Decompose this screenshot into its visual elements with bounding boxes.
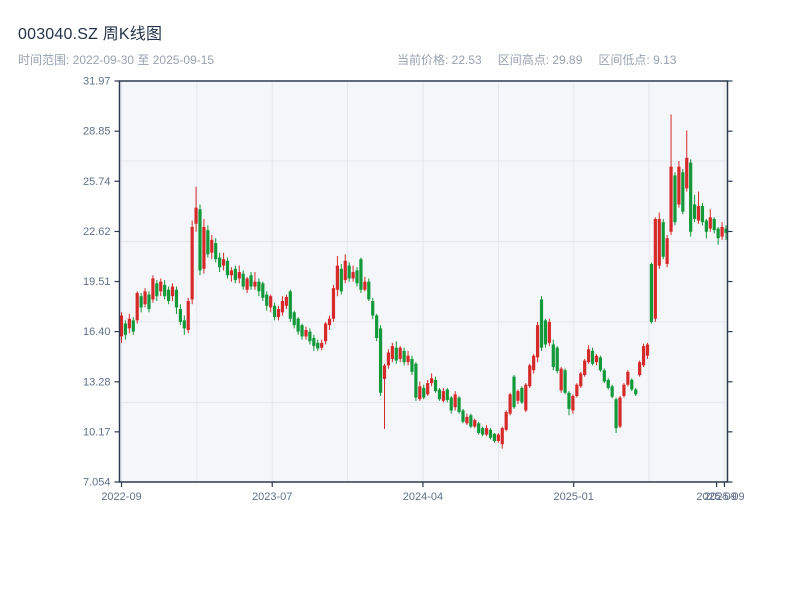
- svg-text:2025-09: 2025-09: [704, 491, 744, 503]
- svg-text:2023-07: 2023-07: [252, 491, 292, 503]
- svg-text:25.74: 25.74: [83, 176, 111, 188]
- svg-text:19.51: 19.51: [83, 276, 111, 288]
- price-stats: 当前价格: 22.53 区间高点: 29.89 区间低点: 9.13: [397, 51, 676, 68]
- svg-text:28.85: 28.85: [83, 126, 111, 138]
- page-title: 003040.SZ 周K线图: [18, 26, 163, 43]
- svg-text:22.62: 22.62: [83, 226, 111, 238]
- svg-text:2025-01: 2025-01: [554, 491, 594, 503]
- date-range: 时间范围: 2022-09-30 至 2025-09-15: [18, 53, 215, 67]
- svg-text:2025-09: 2025-09: [696, 491, 736, 503]
- svg-text:2024-04: 2024-04: [403, 491, 443, 503]
- svg-text:31.97: 31.97: [83, 76, 111, 88]
- svg-text:7.054: 7.054: [83, 477, 111, 489]
- svg-text:2022-09: 2022-09: [101, 491, 141, 503]
- range-high: 区间高点: 29.89: [497, 53, 583, 67]
- svg-text:16.40: 16.40: [83, 326, 111, 338]
- svg-text:10.17: 10.17: [83, 426, 111, 438]
- range-low: 区间低点: 9.13: [598, 53, 677, 67]
- current-price: 当前价格: 22.53: [397, 53, 482, 67]
- svg-text:13.28: 13.28: [83, 376, 111, 388]
